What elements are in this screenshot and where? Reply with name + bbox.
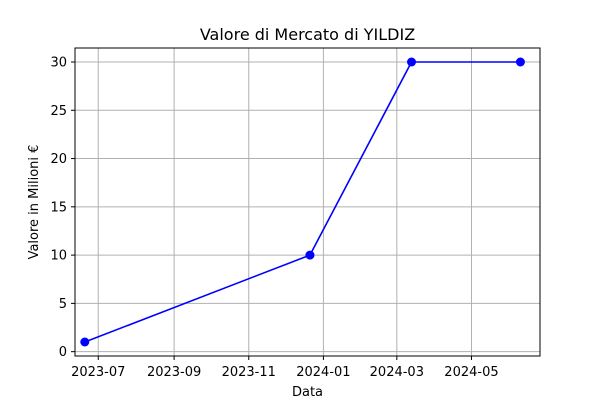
chart-title: Valore di Mercato di YILDIZ — [200, 25, 415, 44]
x-tick-label: 2024-05 — [444, 365, 498, 380]
y-axis-label: Valore in Milioni € — [27, 145, 42, 260]
x-tick-label: 2024-01 — [296, 365, 350, 380]
data-point — [80, 337, 90, 347]
x-tick-label: 2023-07 — [71, 365, 125, 380]
data-point — [305, 250, 315, 260]
data-point — [407, 57, 417, 67]
y-tick-label: 20 — [50, 152, 67, 167]
x-tick-label: 2023-11 — [222, 365, 276, 380]
data-point — [515, 57, 525, 67]
plot-frame — [74, 47, 541, 357]
series-line — [84, 61, 521, 343]
y-tick-label: 15 — [50, 200, 67, 215]
y-tick-label: 10 — [50, 249, 67, 264]
y-tick-label: 30 — [50, 56, 67, 71]
y-tick-label: 5 — [59, 297, 67, 312]
y-tick-label: 0 — [59, 345, 67, 360]
x-tick-label: 2024-03 — [370, 365, 424, 380]
y-tick-label: 25 — [50, 104, 67, 119]
x-axis-label: Data — [292, 385, 323, 400]
grid — [75, 48, 540, 356]
ticks: 2023-07 2023-09 2023-11 2024-01 2024-03 2024-… — [50, 56, 498, 381]
x-tick-label: 2023-09 — [147, 365, 201, 380]
series-layer — [80, 57, 525, 347]
